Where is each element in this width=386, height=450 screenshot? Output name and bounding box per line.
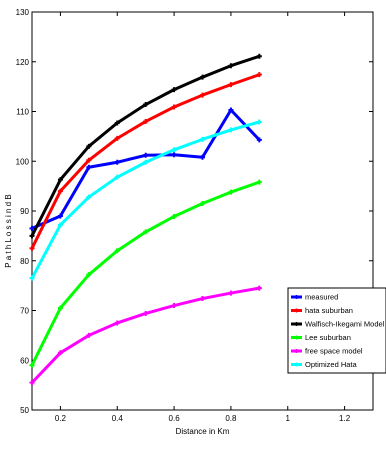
legend-label: Lee suburban bbox=[305, 333, 351, 342]
x-tick-label: 1.2 bbox=[339, 414, 351, 423]
legend-label: free space model bbox=[305, 347, 363, 356]
legend-label: Optimized Hata bbox=[305, 360, 358, 369]
y-tick-label: 120 bbox=[16, 58, 30, 67]
y-tick-label: 70 bbox=[20, 307, 29, 316]
legend-label: measured bbox=[305, 293, 338, 302]
x-tick-label: 1 bbox=[286, 414, 291, 423]
x-tick-label: 0.4 bbox=[112, 414, 124, 423]
x-tick-label: 0.2 bbox=[55, 414, 67, 423]
y-tick-label: 50 bbox=[20, 406, 29, 415]
legend: measured hata suburban Walfisch-Ikegami Mo… bbox=[288, 288, 386, 373]
legend-label: hata suburban bbox=[305, 306, 353, 315]
x-tick-label: 0.8 bbox=[225, 414, 237, 423]
y-tick-label: 60 bbox=[20, 356, 29, 365]
legend-item: Walfisch-Ikegami Model bbox=[291, 320, 385, 329]
y-axis-label: P a t h L o s s i n d B bbox=[4, 194, 13, 267]
y-tick-label: 130 bbox=[16, 8, 30, 17]
y-tick-label: 110 bbox=[16, 108, 29, 117]
y-tick-label: 100 bbox=[16, 157, 30, 166]
y-tick-label: 90 bbox=[20, 207, 29, 216]
y-tick-label: 80 bbox=[20, 257, 29, 266]
x-tick-label: 0.6 bbox=[169, 414, 181, 423]
x-axis-label: Distance in Km bbox=[176, 427, 230, 436]
legend-label: Walfisch-Ikegami Model bbox=[305, 320, 385, 329]
